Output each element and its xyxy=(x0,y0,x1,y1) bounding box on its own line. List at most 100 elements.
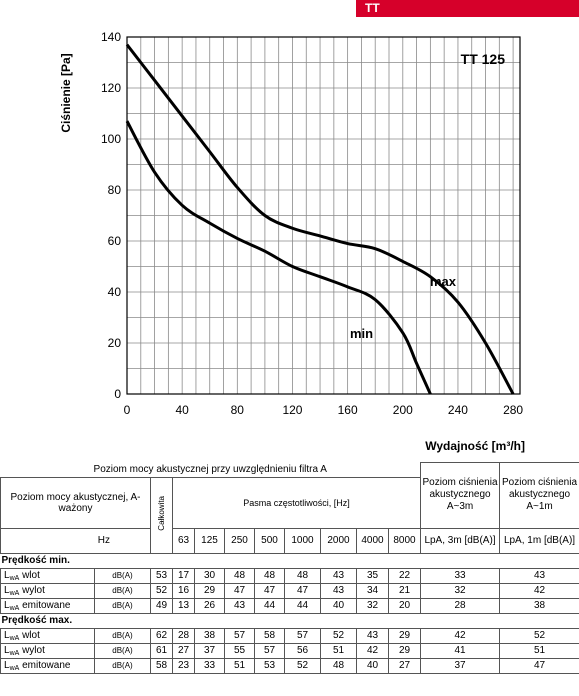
section-title: Prędkość min. xyxy=(0,552,579,569)
x-axis-label: Wydajność [m³/h] xyxy=(425,439,525,453)
table-cell: 17 xyxy=(172,567,195,584)
table-cell: 48 xyxy=(284,567,321,584)
table-row: LwA wylot dB(A) 61 27 37 55 57 56 51 42 29 41 51 xyxy=(0,642,579,659)
row-label: LwA wlot xyxy=(0,567,95,584)
table-cell: 38 xyxy=(194,627,225,644)
table-cell: 44 xyxy=(284,597,321,614)
table-cell: dB(A) xyxy=(94,642,151,659)
y-tick-label: 80 xyxy=(108,183,122,197)
table-row: LwA wylot dB(A) 52 16 29 47 47 47 43 34 21 32 42 xyxy=(0,582,579,599)
table-cell: dB(A) xyxy=(94,567,151,584)
table-cell: 16 xyxy=(172,582,195,599)
y-tick-label: 20 xyxy=(108,336,122,350)
y-tick-label: 120 xyxy=(101,81,121,95)
table-cell: 40 xyxy=(320,597,357,614)
band-header: 63 xyxy=(172,527,195,554)
row-label: LwA wlot xyxy=(0,627,95,644)
table-cell: 52 xyxy=(284,657,321,674)
y-tick-label: 40 xyxy=(108,285,122,299)
table-cell: 47 xyxy=(499,657,579,674)
table-cell: 57 xyxy=(284,627,321,644)
band-header: 125 xyxy=(194,527,225,554)
y-tick-label: 100 xyxy=(101,132,121,146)
table-cell: 42 xyxy=(356,642,389,659)
table-row: LwA emitowane dB(A) 58 23 33 51 53 52 48 40 27 37 47 xyxy=(0,657,579,674)
table-cell: 53 xyxy=(150,567,173,584)
table-cell: 62 xyxy=(150,627,173,644)
table-cell: dB(A) xyxy=(94,657,151,674)
acoustic-table: Poziom mocy akustycznej przy uwzględnien… xyxy=(0,462,579,674)
x-tick-label: 40 xyxy=(175,403,189,417)
table-cell: 30 xyxy=(194,567,225,584)
table-cell: 29 xyxy=(194,582,225,599)
table-cell: 28 xyxy=(172,627,195,644)
table-cell: dB(A) xyxy=(94,597,151,614)
table-cell: 32 xyxy=(420,582,501,599)
x-tick-label: 200 xyxy=(393,403,413,417)
table-cell: 57 xyxy=(254,642,285,659)
table-cell: 13 xyxy=(172,597,195,614)
bands-label: Pasma częstotliwości, [Hz] xyxy=(171,476,422,529)
table-cell: 43 xyxy=(499,567,579,584)
table-cell: 43 xyxy=(356,627,389,644)
row-label: LwA wylot xyxy=(0,582,95,599)
table-cell: 38 xyxy=(499,597,579,614)
table-cell: 58 xyxy=(150,657,173,674)
series-line-max xyxy=(125,43,515,395)
table-cell: 49 xyxy=(150,597,173,614)
performance-chart: 0 40 80 120 160 200 240 280 020406080100120140 … xyxy=(59,30,525,453)
chart-grid xyxy=(126,36,521,395)
chart-title: TT 125 xyxy=(461,51,506,67)
table-cell: 48 xyxy=(320,657,357,674)
table-cell: 42 xyxy=(420,627,501,644)
lpa1-header: Poziom ciśnienia akustycznego A~1m xyxy=(499,462,579,529)
table-cell: 47 xyxy=(224,582,255,599)
series-label-max: max xyxy=(430,274,457,289)
table-cell: 35 xyxy=(356,567,389,584)
table-cell: 21 xyxy=(387,582,422,599)
lpa3-unit: LpA, 3m [dB(A)] xyxy=(420,527,501,554)
y-tick-labels: 0 20 40 60 80 100 120 140 xyxy=(101,30,121,401)
lpa1-unit: LpA, 1m [dB(A)] xyxy=(499,527,579,554)
table-cell: dB(A) xyxy=(94,627,151,644)
x-tick-label: 240 xyxy=(448,403,468,417)
total-header: Całkowita xyxy=(150,476,173,554)
x-tick-label: 120 xyxy=(282,403,302,417)
table-cell: 34 xyxy=(356,582,389,599)
table-cell: 32 xyxy=(356,597,389,614)
x-tick-label: 280 xyxy=(503,403,523,417)
table-cell: 55 xyxy=(224,642,255,659)
band-header: 250 xyxy=(224,527,255,554)
x-tick-label: 80 xyxy=(231,403,245,417)
table-cell: 23 xyxy=(172,657,195,674)
table-cell: 47 xyxy=(254,582,285,599)
x-tick-label: 160 xyxy=(338,403,358,417)
table-cell: 20 xyxy=(387,597,422,614)
row-label: LwA emitowane xyxy=(0,597,95,614)
table-row: LwA wlot dB(A) 62 28 38 57 58 57 52 43 29 42 52 xyxy=(0,627,579,644)
table-cell: 28 xyxy=(420,597,501,614)
table-cell: 51 xyxy=(224,657,255,674)
series-labels: max min xyxy=(350,274,457,341)
table-caption: Poziom mocy akustycznej przy uwzględnien… xyxy=(0,462,421,478)
x-tick-labels: 0 40 80 120 160 200 240 280 xyxy=(124,403,524,417)
y-tick-label: 140 xyxy=(101,30,121,44)
table-cell: 29 xyxy=(387,642,422,659)
table-cell: 48 xyxy=(254,567,285,584)
series-tag: TT xyxy=(356,0,579,17)
x-tick-label: 0 xyxy=(124,403,131,417)
table-cell: 52 xyxy=(150,582,173,599)
table-cell: 33 xyxy=(420,567,501,584)
band-header: 500 xyxy=(254,527,285,554)
table-cell: 43 xyxy=(224,597,255,614)
row-header: Poziom mocy akustycznej, A-ważony xyxy=(0,476,151,529)
table-cell: 57 xyxy=(224,627,255,644)
table-cell: 52 xyxy=(499,627,579,644)
table-cell: 33 xyxy=(194,657,225,674)
band-header: 8000 xyxy=(387,527,422,554)
table-row: LwA emitowane dB(A) 49 13 26 43 44 44 40 32 20 28 38 xyxy=(0,597,579,614)
table-cell: 44 xyxy=(254,597,285,614)
band-header: 1000 xyxy=(284,527,321,554)
band-header: 2000 xyxy=(320,527,357,554)
table-cell: 40 xyxy=(356,657,389,674)
